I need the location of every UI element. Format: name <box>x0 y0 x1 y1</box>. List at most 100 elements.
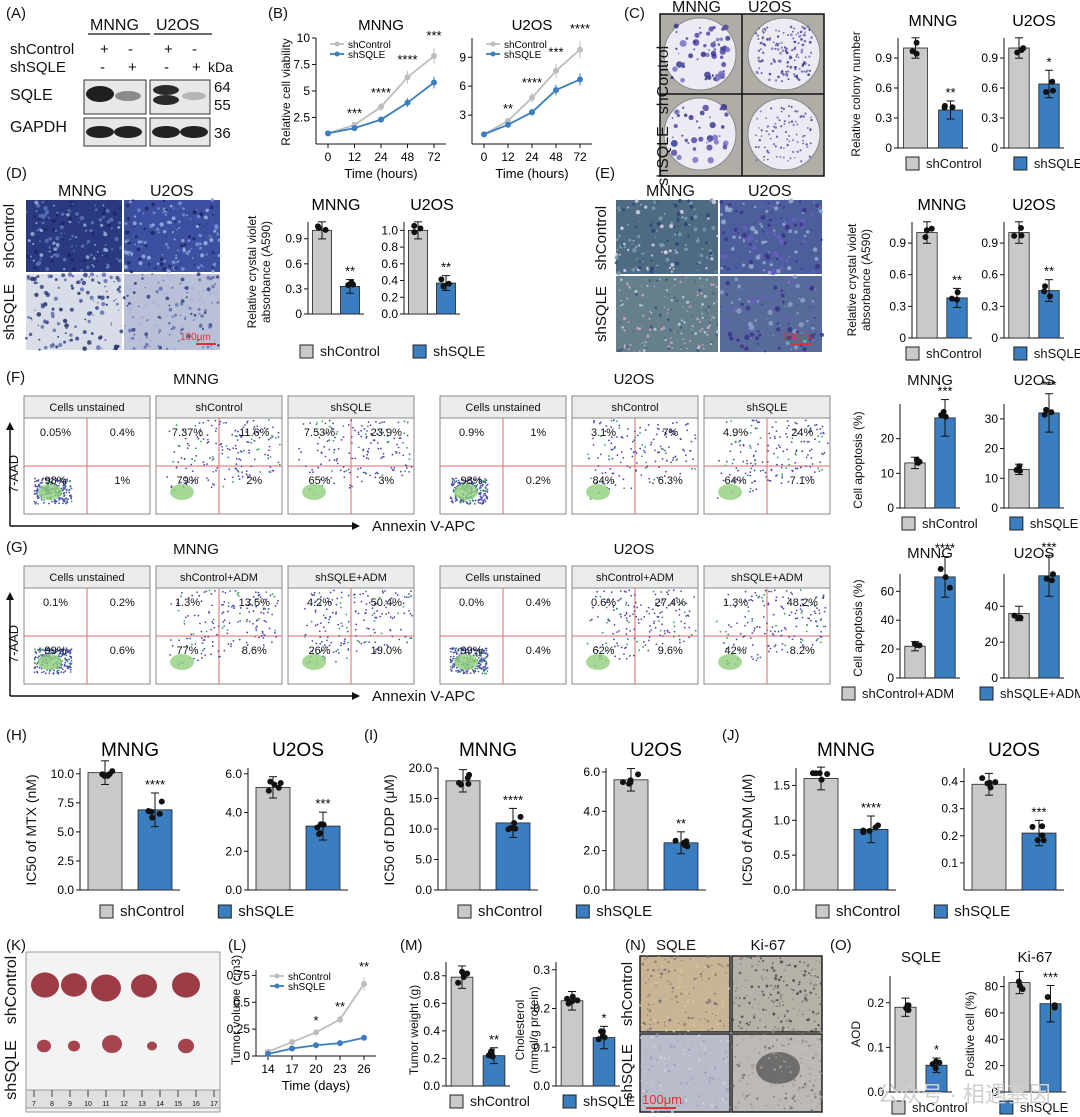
speck <box>158 332 160 334</box>
speck <box>211 251 215 255</box>
event-dot <box>679 641 681 644</box>
tick-label: 23 <box>333 1062 347 1076</box>
speck <box>794 68 797 71</box>
speck <box>799 149 802 152</box>
data-point <box>505 826 512 833</box>
density-core <box>170 654 194 670</box>
flow-plot-title: shSQLE <box>331 402 372 414</box>
quadrant-value: 7% <box>662 427 678 439</box>
bar-chart-H: 0.02.04.06.0***U2OS <box>225 740 348 897</box>
legend-label: shControl <box>922 516 978 531</box>
event-dot <box>663 629 666 632</box>
event-dot <box>685 423 687 426</box>
significance-label: **** <box>522 75 542 90</box>
speck <box>124 298 126 301</box>
speck <box>79 300 82 303</box>
data-point <box>948 295 955 302</box>
speck <box>667 308 670 311</box>
speck <box>701 303 704 306</box>
speck <box>756 342 759 345</box>
speck <box>57 335 60 338</box>
speck <box>686 300 690 304</box>
event-dot <box>350 419 353 422</box>
legend-marker <box>274 973 280 979</box>
speck <box>55 253 60 258</box>
speck <box>785 47 788 50</box>
speck <box>649 223 653 228</box>
event-dot <box>678 608 681 611</box>
event-dot <box>62 488 65 491</box>
event-dot <box>273 595 276 598</box>
event-dot <box>327 600 330 603</box>
speck <box>791 998 794 1001</box>
speck <box>776 48 780 51</box>
speck <box>758 67 761 70</box>
speck <box>674 284 676 287</box>
event-dot <box>662 430 664 433</box>
event-dot <box>188 597 190 599</box>
speck <box>622 242 626 246</box>
speck <box>614 261 618 265</box>
event-dot <box>56 480 59 483</box>
event-dot <box>265 591 268 593</box>
speck <box>113 211 117 216</box>
quadrant-value: 0.9% <box>459 427 484 439</box>
event-dot <box>595 645 598 648</box>
data-point <box>456 779 463 786</box>
event-dot <box>723 642 725 644</box>
speck <box>162 229 167 234</box>
speck <box>152 327 154 329</box>
tick-label: 0.0 <box>773 883 790 897</box>
event-dot <box>248 451 251 454</box>
speck <box>193 319 195 321</box>
speck <box>51 252 54 255</box>
speck <box>769 260 774 264</box>
legend-swatch <box>412 344 427 359</box>
event-dot <box>684 454 687 457</box>
arrowhead <box>352 692 360 700</box>
event-dot <box>638 649 641 652</box>
event-dot <box>196 591 199 594</box>
speck <box>162 324 165 327</box>
event-dot <box>365 590 367 593</box>
tick-label: 1.0 <box>381 223 398 237</box>
event-dot <box>781 475 784 478</box>
speck <box>795 330 799 334</box>
event-dot <box>477 498 480 501</box>
event-dot <box>729 473 731 476</box>
speck <box>710 1024 713 1027</box>
event-dot <box>405 465 408 467</box>
speck <box>633 350 636 352</box>
speck <box>748 260 754 265</box>
event-dot <box>639 426 642 429</box>
speck <box>675 242 680 247</box>
speck <box>782 206 785 209</box>
event-dot <box>801 644 804 646</box>
quadrant-value: 7.37% <box>172 427 203 439</box>
speck <box>760 72 763 75</box>
speck <box>801 999 805 1003</box>
quadrant-value: 0.4% <box>526 645 551 657</box>
event-dot <box>479 654 482 657</box>
speck <box>687 306 690 308</box>
quadrant-value: 48.2% <box>787 597 818 609</box>
event-dot <box>686 614 689 617</box>
event-dot <box>211 604 214 607</box>
tick-label: 48 <box>401 150 415 164</box>
event-dot <box>462 647 465 650</box>
data-point <box>1047 293 1054 300</box>
event-dot <box>230 605 233 608</box>
speck <box>119 257 122 259</box>
event-dot <box>262 644 265 646</box>
speck <box>140 261 143 263</box>
speck <box>620 300 622 302</box>
speck <box>146 255 151 260</box>
tick-label: 6.0 <box>225 767 242 781</box>
speck <box>679 1014 681 1017</box>
tick-label: 0.4 <box>381 274 398 288</box>
speck <box>732 235 736 239</box>
event-dot <box>753 469 756 472</box>
ihc-texture <box>638 954 731 1033</box>
speck <box>35 276 38 279</box>
